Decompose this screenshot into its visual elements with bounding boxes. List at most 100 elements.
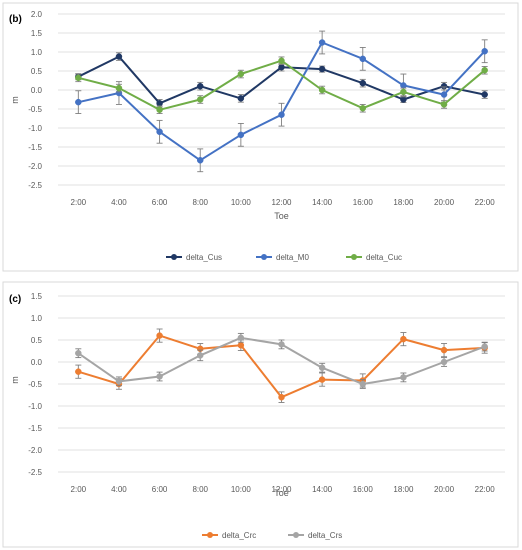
y-axis-title: m: [10, 376, 20, 384]
x-tick-label: 22:00: [475, 198, 496, 207]
panel-border: [2, 2, 519, 272]
y-tick-label: -1.5: [28, 424, 42, 433]
legend-entry-delta_Cuc: delta_Cuc: [346, 253, 402, 262]
x-tick-label: 16:00: [353, 485, 374, 494]
data-point: [237, 342, 245, 349]
data-point: [196, 96, 204, 103]
data-point: [156, 373, 163, 380]
y-tick-label: 1.5: [31, 292, 43, 301]
data-point: [237, 95, 245, 102]
x-tick-label: 6:00: [152, 485, 168, 494]
data-point: [115, 84, 123, 92]
legend-swatch-marker: [171, 254, 177, 260]
data-point: [318, 86, 326, 94]
y-tick-label: 0.0: [31, 86, 43, 95]
panel-border: [2, 281, 519, 548]
x-tick-label: 14:00: [312, 485, 333, 494]
data-point: [278, 63, 285, 71]
series-delta_M0: [75, 30, 488, 173]
y-tick-label: 2.0: [31, 10, 43, 19]
x-tick-label: 10:00: [231, 198, 252, 207]
data-point: [75, 349, 82, 357]
data-point: [278, 393, 285, 401]
x-tick-label: 2:00: [71, 485, 87, 494]
x-axis-title: Toe: [274, 488, 289, 498]
legend-swatch-marker: [351, 254, 357, 260]
x-tick-label: 16:00: [353, 198, 374, 207]
y-tick-label: -2.0: [28, 446, 42, 455]
y-tick-label: 0.5: [31, 336, 43, 345]
data-point: [400, 96, 407, 103]
x-tick-label: 18:00: [393, 485, 414, 494]
x-tick-label: 8:00: [192, 485, 208, 494]
data-point: [156, 106, 163, 114]
chart-panel-1: 2.0 1.5 1.0 0.5 0.0 -0.5 -1.0 -1.5 -2.0 -2.5 2:00 4…: [2, 2, 519, 272]
data-point: [75, 74, 82, 82]
x-tick-label: 4:00: [111, 485, 127, 494]
data-point: [359, 380, 367, 388]
data-point: [156, 128, 163, 136]
data-point: [318, 364, 326, 371]
data-point: [400, 374, 407, 381]
x-tick-label: 20:00: [434, 198, 455, 207]
data-point: [278, 341, 285, 348]
y-axis-title: m: [10, 96, 20, 104]
data-point: [440, 101, 448, 108]
series-delta_Cuc: [75, 56, 488, 115]
y-tick-label: 1.5: [31, 29, 43, 38]
x-tick-label: 14:00: [312, 198, 333, 207]
y-tick-label: 0.0: [31, 358, 43, 367]
data-point: [237, 70, 245, 78]
x-tick-label: 12:00: [271, 198, 292, 207]
y-tick-label: 1.0: [31, 48, 43, 57]
y-tick-label: -2.0: [28, 162, 42, 171]
data-point: [400, 82, 407, 89]
data-point: [359, 79, 367, 87]
data-point: [440, 346, 448, 354]
data-point: [400, 88, 407, 96]
data-point: [440, 358, 448, 366]
x-tick-label: 8:00: [192, 198, 208, 207]
chart-panel-2: 1.5 1.0 0.5 0.0 -0.5 -1.0 -1.5 -2.0 -2.5 2:00 4:00…: [2, 281, 519, 548]
y-tick-label: -0.5: [28, 380, 42, 389]
legend-label: delta_M0: [276, 253, 309, 262]
data-point: [400, 335, 407, 343]
legend-label: delta_Cuc: [366, 253, 402, 262]
data-point: [359, 104, 367, 112]
x-tick-label: 22:00: [475, 485, 496, 494]
data-point: [196, 157, 204, 164]
x-tick-label: 12:00: [271, 485, 292, 494]
legend-label: delta_Crs: [308, 531, 342, 540]
legend-swatch-marker: [207, 532, 213, 538]
x-tick-label: 6:00: [152, 198, 168, 207]
legend-label: delta_Cus: [186, 253, 222, 262]
x-axis-title: Toe: [274, 211, 289, 221]
y-tick-label: -2.5: [28, 468, 42, 477]
legend-swatch-marker: [261, 254, 267, 260]
data-point: [318, 65, 326, 73]
legend-label: delta_Crc: [222, 531, 256, 540]
data-point: [115, 378, 123, 385]
x-tick-label: 4:00: [111, 198, 127, 207]
data-point: [156, 332, 163, 339]
x-tick-label: 18:00: [393, 198, 414, 207]
data-point: [481, 47, 488, 55]
x-tick-label: 2:00: [71, 198, 87, 207]
legend-entry-delta_M0: delta_M0: [256, 253, 309, 262]
data-point: [156, 100, 163, 107]
x-tick-label: 10:00: [231, 485, 252, 494]
y-tick-label: -0.5: [28, 105, 42, 114]
y-tick-label: -1.5: [28, 143, 42, 152]
y-tick-label: -2.5: [28, 181, 42, 190]
data-point: [278, 57, 285, 64]
data-point: [481, 66, 488, 74]
data-point: [237, 131, 245, 139]
y-tick-label: -1.0: [28, 124, 42, 133]
data-point: [115, 53, 123, 60]
data-point: [196, 352, 204, 359]
data-point: [318, 39, 326, 46]
panel-label: (c): [9, 294, 21, 305]
legend-entry-delta_Cus: delta_Cus: [166, 253, 222, 262]
data-point: [440, 91, 448, 98]
